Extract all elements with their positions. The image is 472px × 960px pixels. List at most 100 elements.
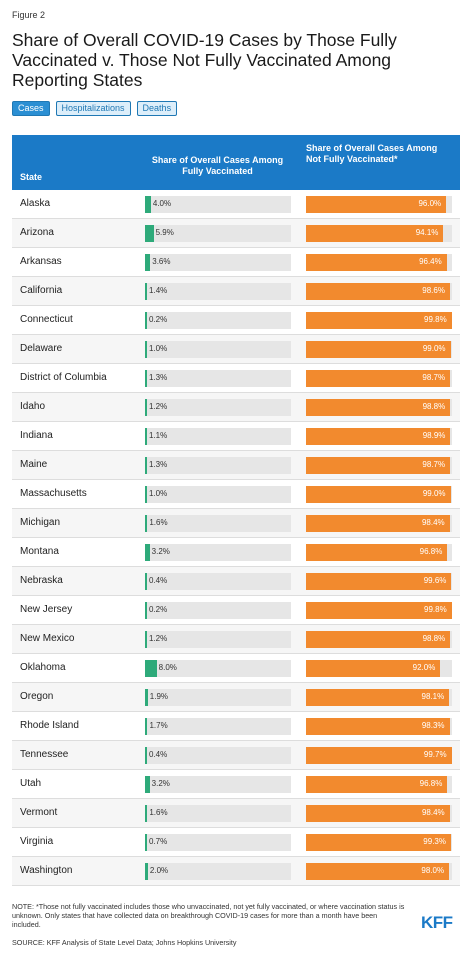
not-fully-vaccinated-value: 99.8% [424, 605, 447, 614]
fully-vaccinated-bar [145, 631, 147, 648]
fully-vaccinated-track: 1.3% [145, 370, 291, 387]
not-fully-vaccinated-track: 94.1% [306, 225, 452, 242]
state-label: Virginia [20, 836, 54, 847]
header-not-fully-vaccinated: Share of Overall Cases Among Not Fully V… [306, 143, 438, 164]
not-fully-vaccinated-bar [306, 283, 450, 300]
source-note: SOURCE: KFF Analysis of State Level Data… [12, 938, 237, 947]
fully-vaccinated-value: 2.0% [149, 866, 169, 875]
not-fully-vaccinated-track: 99.6% [306, 573, 452, 590]
fully-vaccinated-bar [145, 283, 148, 300]
fully-vaccinated-track: 0.4% [145, 747, 291, 764]
not-fully-vaccinated-value: 96.4% [419, 257, 442, 266]
state-label: Massachusetts [20, 488, 87, 499]
fully-vaccinated-track: 0.2% [145, 602, 291, 619]
not-fully-vaccinated-track: 96.8% [306, 776, 452, 793]
fully-vaccinated-track: 2.0% [145, 863, 291, 880]
state-label: Indiana [20, 430, 53, 441]
not-fully-vaccinated-bar [306, 196, 447, 213]
table-row: Delaware 1.0% 99.0% [12, 335, 460, 364]
not-fully-vaccinated-value: 98.8% [422, 402, 446, 411]
not-fully-vaccinated-track: 98.6% [306, 283, 452, 300]
not-fully-vaccinated-value: 94.1% [415, 228, 439, 237]
state-label: New Mexico [20, 633, 75, 644]
not-fully-vaccinated-track: 99.3% [306, 834, 452, 851]
table-row: Idaho 1.2% 98.8% [12, 393, 460, 422]
not-fully-vaccinated-track: 99.7% [306, 747, 452, 764]
fully-vaccinated-track: 0.2% [145, 312, 291, 329]
tab-hospitalizations[interactable]: Hospitalizations [55, 101, 131, 116]
table-row: Maine 1.3% 98.7% [12, 451, 460, 480]
not-fully-vaccinated-value: 98.4% [421, 808, 445, 817]
tab-cases[interactable]: Cases [12, 101, 50, 116]
not-fully-vaccinated-track: 96.4% [306, 254, 452, 271]
fully-vaccinated-bar [145, 602, 147, 619]
not-fully-vaccinated-track: 92.0% [306, 660, 452, 677]
fully-vaccinated-track: 1.3% [145, 457, 291, 474]
not-fully-vaccinated-bar [306, 254, 447, 271]
footnote: NOTE: *Those not fully vaccinated includ… [12, 902, 405, 929]
fully-vaccinated-track: 1.0% [145, 486, 291, 503]
not-fully-vaccinated-value: 99.8% [424, 315, 447, 324]
table-row: Arizona 5.9% 94.1% [12, 219, 460, 248]
state-label: Delaware [20, 343, 63, 354]
not-fully-vaccinated-track: 98.3% [306, 718, 452, 735]
table-row: Tennessee 0.4% 99.7% [12, 741, 460, 770]
not-fully-vaccinated-track: 99.8% [306, 312, 452, 329]
not-fully-vaccinated-track: 96.8% [306, 544, 452, 561]
not-fully-vaccinated-bar [306, 312, 452, 329]
tab-deaths[interactable]: Deaths [136, 101, 178, 116]
fully-vaccinated-value: 1.0% [149, 489, 168, 498]
not-fully-vaccinated-bar [306, 457, 451, 474]
not-fully-vaccinated-track: 99.0% [306, 341, 452, 358]
fully-vaccinated-bar [145, 863, 148, 880]
header-fully-vaccinated: Share of Overall Cases Among Fully Vacci… [151, 155, 284, 176]
fully-vaccinated-value: 1.2% [149, 634, 168, 643]
not-fully-vaccinated-track: 98.0% [306, 863, 452, 880]
not-fully-vaccinated-bar [306, 863, 450, 880]
fully-vaccinated-track: 8.0% [145, 660, 291, 677]
fully-vaccinated-value: 1.0% [149, 344, 168, 353]
state-label: New Jersey [20, 604, 73, 615]
fully-vaccinated-value: 1.4% [149, 286, 168, 295]
not-fully-vaccinated-value: 92.0% [412, 663, 436, 672]
fully-vaccinated-bar [145, 689, 148, 706]
not-fully-vaccinated-value: 98.7% [422, 460, 446, 469]
table-row: Nebraska 0.4% 99.6% [12, 567, 460, 596]
fully-vaccinated-track: 3.2% [145, 776, 291, 793]
fully-vaccinated-value: 1.2% [149, 402, 168, 411]
fully-vaccinated-track: 1.1% [145, 428, 291, 445]
table-row: District of Columbia 1.3% 98.7% [12, 364, 460, 393]
fully-vaccinated-value: 1.7% [149, 721, 168, 730]
table-row: Arkansas 3.6% 96.4% [12, 248, 460, 277]
fully-vaccinated-bar [145, 834, 147, 851]
fully-vaccinated-track: 1.6% [145, 515, 291, 532]
fully-vaccinated-bar [145, 544, 150, 561]
table-row: Virginia 0.7% 99.3% [12, 828, 460, 857]
not-fully-vaccinated-track: 98.8% [306, 631, 452, 648]
fully-vaccinated-bar [145, 370, 147, 387]
state-label: Utah [20, 778, 42, 789]
state-label: Idaho [20, 401, 46, 412]
state-label: Rhode Island [20, 720, 79, 731]
fully-vaccinated-track: 1.7% [145, 718, 291, 735]
state-label: Oklahoma [20, 662, 66, 673]
not-fully-vaccinated-track: 98.7% [306, 457, 452, 474]
not-fully-vaccinated-value: 98.8% [422, 634, 446, 643]
not-fully-vaccinated-bar [306, 544, 448, 561]
table-row: Vermont 1.6% 98.4% [12, 799, 460, 828]
fully-vaccinated-bar [145, 805, 148, 822]
not-fully-vaccinated-value: 96.0% [418, 199, 442, 208]
not-fully-vaccinated-bar [306, 486, 451, 503]
state-label: Connecticut [20, 314, 73, 325]
fully-vaccinated-value: 3.2% [151, 547, 170, 556]
figure-label: Figure 2 [12, 10, 46, 20]
fully-vaccinated-track: 0.4% [145, 573, 291, 590]
not-fully-vaccinated-bar [306, 834, 451, 851]
fully-vaccinated-value: 1.1% [149, 431, 168, 440]
table-row: Michigan 1.6% 98.4% [12, 509, 460, 538]
not-fully-vaccinated-track: 98.8% [306, 399, 452, 416]
fully-vaccinated-value: 0.4% [149, 576, 168, 585]
not-fully-vaccinated-value: 99.0% [422, 489, 446, 498]
fully-vaccinated-bar [145, 428, 147, 445]
not-fully-vaccinated-track: 98.9% [306, 428, 452, 445]
